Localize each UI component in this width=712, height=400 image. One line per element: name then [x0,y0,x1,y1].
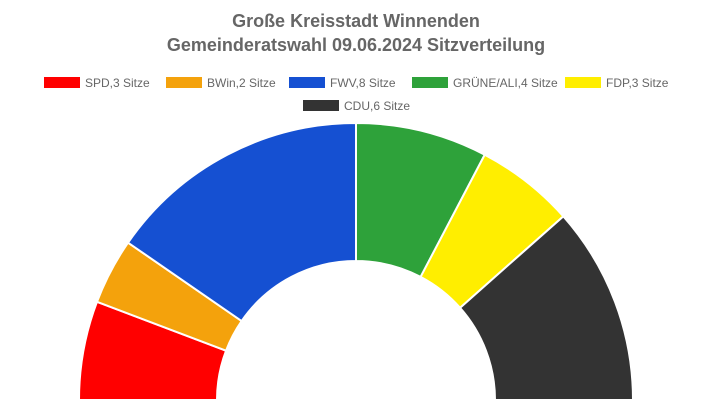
chart-title: Große Kreisstadt Winnenden [232,11,480,31]
legend-item: SPD,3 Sitze [44,76,150,90]
legend-item: GRÜNE/ALI,4 Sitze [412,76,558,90]
legend-item: FWV,8 Sitze [289,76,396,90]
legend-label: BWin,2 Sitze [207,76,276,90]
legend-label: FDP,3 Sitze [606,76,669,90]
legend-swatch [565,77,601,88]
legend-swatch [166,77,202,88]
legend-label: FWV,8 Sitze [330,76,396,90]
legend-swatch [44,77,80,88]
legend-label: SPD,3 Sitze [85,76,150,90]
legend-label: CDU,6 Sitze [344,99,410,113]
legend: SPD,3 Sitze BWin,2 Sitze FWV,8 Sitze GRÜNE/… [44,76,669,113]
chart-subtitle: Gemeinderatswahl 09.06.2024 Sitzverteilu… [167,35,545,55]
legend-swatch [412,77,448,88]
legend-item: CDU,6 Sitze [303,99,410,113]
legend-swatch [289,77,325,88]
legend-label: GRÜNE/ALI,4 Sitze [453,76,558,90]
slice [126,121,357,323]
parliament-arc [77,121,635,400]
legend-item: FDP,3 Sitze [565,76,669,90]
legend-item: BWin,2 Sitze [166,76,276,90]
legend-swatch [303,100,339,111]
